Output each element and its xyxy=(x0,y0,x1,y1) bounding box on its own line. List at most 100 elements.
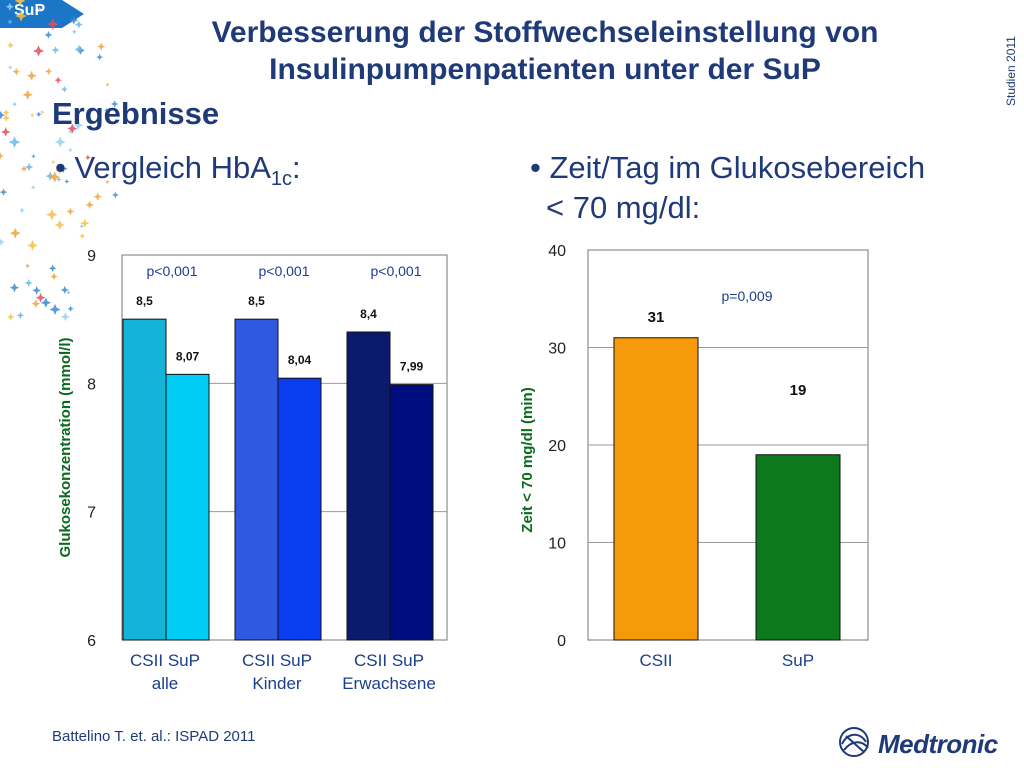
decorative-star xyxy=(49,171,61,183)
decorative-star xyxy=(60,285,69,295)
decorative-star xyxy=(30,184,36,190)
decorative-star xyxy=(19,207,25,214)
p-value-label: p=0,009 xyxy=(722,288,773,304)
decorative-star xyxy=(32,45,45,57)
decorative-star xyxy=(79,224,84,229)
bar xyxy=(122,318,167,641)
group-label-line-2: Kinder xyxy=(252,674,301,693)
decorative-star xyxy=(67,123,78,134)
decorative-star xyxy=(104,179,110,185)
decorative-star xyxy=(112,191,119,199)
decorative-star xyxy=(54,76,62,84)
decorative-star xyxy=(64,178,70,184)
decorative-star xyxy=(67,305,74,312)
decorative-star xyxy=(103,107,110,114)
decorative-star xyxy=(35,111,42,118)
decorative-star xyxy=(40,297,52,308)
decorative-star xyxy=(9,227,21,239)
decorative-star xyxy=(0,188,8,196)
decorative-star xyxy=(110,100,119,108)
bar-value-label: 8,07 xyxy=(176,349,200,363)
decorative-star xyxy=(63,103,69,109)
side-label: Studien 2011 xyxy=(1004,16,1022,106)
title-line-2: Insulinpumpenpatienten unter der SuP xyxy=(269,53,821,86)
p-value-label: p<0,001 xyxy=(147,263,198,279)
decorative-star xyxy=(97,42,106,51)
y-tick-label: 7 xyxy=(87,505,96,522)
decorative-star xyxy=(24,263,31,269)
bar xyxy=(755,454,841,641)
bullet-hba1c-subscript: 1c xyxy=(270,168,293,191)
title-line-1: Verbesserung der Stoffwechseleinstellung… xyxy=(211,16,879,49)
y-tick-label: 0 xyxy=(557,633,566,650)
p-value-label: p<0,001 xyxy=(259,263,310,279)
decorative-star xyxy=(39,109,45,115)
decorative-star xyxy=(49,303,61,316)
decorative-star xyxy=(31,299,41,309)
decorative-star xyxy=(79,232,86,239)
medtronic-logo-text: Medtronic xyxy=(878,729,998,759)
group-label-line-1: CSII SuP xyxy=(242,651,312,670)
decorative-star xyxy=(6,313,15,321)
decorative-star xyxy=(66,290,71,295)
hypo-time-bar-chart: 0 10 20 30 40 Zeit < 70 mg/dl (min) 31 CSII 19 Su… xyxy=(519,243,869,670)
bullet-glucose-line-1: • Zeit/Tag im Glukosebereich xyxy=(530,150,926,185)
decorative-star xyxy=(58,164,68,174)
decorative-star xyxy=(9,283,20,293)
group-label-line-1: CSII SuP xyxy=(130,651,200,670)
decorative-star xyxy=(112,162,118,167)
decorative-star xyxy=(6,41,14,49)
group-label-line-2: alle xyxy=(152,674,178,693)
decorative-star xyxy=(0,110,6,120)
decorative-star xyxy=(26,70,37,81)
decorative-star xyxy=(7,64,13,70)
p-value-label: p<0,001 xyxy=(371,263,422,279)
decorative-star xyxy=(2,109,10,116)
decorative-star xyxy=(27,239,38,251)
decorative-star xyxy=(12,67,21,76)
y-tick-label: 9 xyxy=(87,248,96,265)
group-label-line-2: Erwachsene xyxy=(342,674,436,693)
y-tick-label: 40 xyxy=(548,243,566,260)
bar-value-label: 19 xyxy=(790,382,807,399)
decorative-star xyxy=(54,219,65,231)
y-tick-label: 20 xyxy=(548,438,566,455)
bar-value-label: 7,99 xyxy=(400,360,424,374)
decorative-star xyxy=(74,20,83,29)
decorative-star xyxy=(5,2,14,11)
decorative-star xyxy=(2,114,11,122)
decorative-star xyxy=(61,85,68,93)
medtronic-logo-icon xyxy=(839,727,869,757)
bar-value-label: 8,04 xyxy=(288,353,312,367)
decorative-star xyxy=(14,0,26,7)
category-label: SuP xyxy=(782,651,814,670)
decorative-star xyxy=(24,162,34,172)
decorative-star xyxy=(105,82,110,87)
decorative-star xyxy=(51,46,60,55)
decorative-star xyxy=(35,292,46,303)
decorative-star xyxy=(0,127,11,137)
decorative-star xyxy=(66,207,75,216)
bullet-glucose-time: • Zeit/Tag im Glukosebereich < 70 mg/dl: xyxy=(530,148,925,228)
y-tick-label: 30 xyxy=(548,341,566,358)
decorative-star xyxy=(84,154,91,161)
decorative-star xyxy=(80,218,90,228)
decorative-star xyxy=(45,171,55,181)
bar xyxy=(165,373,210,641)
decorative-star xyxy=(20,165,28,173)
bullet-hba1c: • Vergleich HbA1c: xyxy=(55,148,301,199)
group-label-line-1: CSII SuP xyxy=(354,651,424,670)
bar xyxy=(234,318,279,641)
decorative-star xyxy=(37,6,42,12)
page-title: Verbesserung der Stoffwechseleinstellung… xyxy=(120,14,970,88)
citation: Battelino T. et. al.: ISPAD 2011 xyxy=(52,728,256,745)
decorative-star xyxy=(50,272,58,281)
bar-value-label: 8,4 xyxy=(360,307,377,321)
decorative-star xyxy=(22,89,33,100)
decorative-star xyxy=(96,53,104,61)
decorative-star xyxy=(67,128,74,135)
decorative-star xyxy=(16,311,25,320)
decorative-star xyxy=(55,166,64,175)
decorative-star xyxy=(31,154,36,159)
decorative-star xyxy=(73,120,84,131)
